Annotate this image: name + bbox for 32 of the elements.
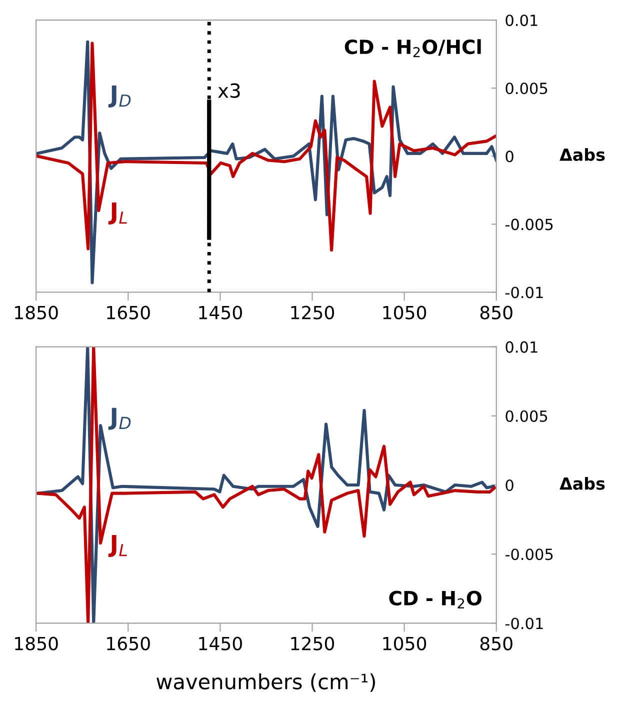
x-tick-label: 1250 — [291, 636, 334, 650]
text: CD - H$_{2}$O/HCl — [344, 39, 481, 58]
series-label: J$_{L}$ — [108, 202, 127, 224]
ref-line-label: x3 — [218, 83, 240, 98]
x-axis-title: wavenumbers (cm⁻¹) — [156, 673, 375, 692]
y-tick-label: 0.005 — [506, 82, 548, 94]
series-label: J$_{D}$ — [108, 86, 131, 108]
x-tick-label: 1650 — [107, 306, 150, 320]
y-tick-label: -0.01 — [505, 618, 543, 630]
x-tick-label: 1850 — [15, 636, 58, 650]
y-tick-label: -0.005 — [505, 218, 553, 230]
x-tick-label: 1050 — [383, 306, 426, 320]
x-tick-label: 1650 — [107, 636, 150, 650]
series-label: J$_{D}$ — [108, 408, 131, 430]
y-tick-label: -0.005 — [505, 548, 553, 560]
y-tick-label: -0.01 — [505, 286, 543, 298]
x-tick-label: 1250 — [291, 306, 334, 320]
y-tick-label: 0.01 — [506, 341, 538, 353]
x-tick-label: 1450 — [199, 306, 242, 320]
series-label: J$_{L}$ — [108, 535, 127, 557]
y-tick-label: 0 — [506, 150, 514, 162]
y-tick-label: 0.005 — [506, 410, 548, 422]
x-tick-label: 850 — [480, 306, 512, 320]
x-tick-label: 850 — [480, 636, 512, 650]
x-tick-label: 1850 — [15, 306, 58, 320]
y-tick-label: 0 — [506, 479, 514, 492]
y-tick-label: 0.01 — [506, 14, 538, 26]
y-axis-title: Δabs — [560, 476, 605, 490]
x-tick-label: 1450 — [199, 636, 242, 650]
text: CD - H$_{2}$O — [389, 590, 482, 608]
x-tick-label: 1050 — [383, 636, 426, 650]
y-axis-title: Δabs — [560, 148, 605, 161]
